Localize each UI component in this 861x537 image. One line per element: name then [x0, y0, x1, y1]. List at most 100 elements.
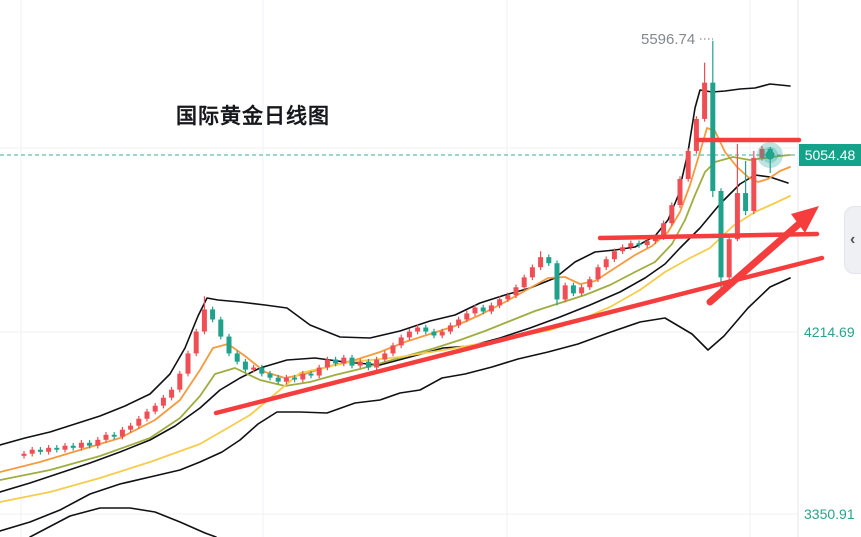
candle-body [259, 367, 265, 374]
candle-body [21, 453, 27, 456]
candle-body [111, 434, 117, 437]
overlay-ma-fast-orange [0, 127, 791, 473]
candle-body [46, 447, 52, 452]
candle-body [480, 307, 486, 312]
candle-body [374, 359, 380, 368]
breakout-arrow-head [791, 206, 819, 233]
current-price-dot [765, 150, 775, 160]
candle-body [382, 353, 388, 360]
candle-body [390, 345, 396, 354]
candle-body [431, 331, 437, 336]
candle-body [185, 353, 191, 374]
chart-title: 国际黄金日线图 [176, 105, 330, 128]
candle-body [218, 319, 224, 337]
candle-body [759, 148, 765, 158]
candle-body [415, 327, 421, 332]
overlay-bollinger-lower [0, 277, 791, 532]
candle-body [472, 307, 478, 314]
candle-body [521, 277, 527, 288]
candle-body [595, 267, 601, 280]
candle-body [128, 425, 134, 430]
candle-body [95, 439, 101, 446]
collapse-panel-tab[interactable]: ‹ [844, 206, 861, 274]
candle-body [226, 336, 232, 354]
resistance-mid-line [597, 231, 820, 241]
candle-body [308, 373, 314, 376]
overlay-ma-mid-olive [0, 154, 791, 481]
candle-body [169, 389, 175, 398]
candle-body [710, 82, 716, 191]
candle-body [702, 82, 708, 119]
overlay-envelope-lowest [29, 507, 217, 537]
candle-body [119, 429, 125, 437]
candle-body [579, 287, 585, 294]
candle-body [144, 411, 150, 419]
breakout-arrow-shaft [706, 219, 804, 306]
candle-body [87, 442, 93, 446]
candle-body [201, 309, 207, 332]
candle-body [333, 359, 339, 364]
candle-body [78, 442, 84, 448]
candle-body [669, 205, 675, 224]
candle-body [160, 397, 166, 406]
candle-body [488, 305, 494, 312]
candle-body [357, 361, 363, 366]
candle-body [447, 325, 453, 332]
candle-body [505, 295, 511, 300]
candle-body [513, 287, 519, 296]
candle-body [677, 178, 683, 206]
session-high-label: 5596.74 [641, 31, 696, 48]
overlay-bollinger-upper [0, 83, 791, 446]
candle-body [406, 331, 412, 338]
candle-body [693, 118, 699, 151]
trendline [213, 255, 825, 416]
candle-body [70, 445, 76, 448]
candle-body [685, 150, 691, 179]
candle-body [661, 223, 667, 238]
candle-body [103, 434, 109, 440]
candle-body [529, 267, 535, 278]
candle-body [456, 319, 462, 326]
candle-body [193, 331, 199, 354]
candle-body [570, 285, 576, 294]
candle-body [251, 367, 257, 370]
candle-body [136, 418, 142, 426]
candle-body [464, 313, 470, 320]
candle-body [587, 279, 593, 288]
candle-body [365, 361, 371, 368]
candle-body [628, 243, 634, 248]
candle-body [743, 193, 749, 211]
candle-body [300, 373, 306, 380]
candle-body [62, 445, 68, 450]
candle-body [734, 193, 740, 240]
candle-body [554, 263, 560, 300]
chevron-left-icon[interactable]: ‹ [850, 231, 856, 248]
candle-body [751, 157, 757, 211]
candle-body [562, 285, 568, 300]
candle-body [349, 357, 355, 366]
y-axis-label-4214: 4214.69 [804, 324, 855, 340]
candle-body [292, 377, 298, 380]
candle-body [439, 331, 445, 336]
candle-body [726, 239, 732, 278]
current-price-tag: 5054.48 [799, 144, 861, 167]
candle-body [152, 405, 158, 412]
candle-body [177, 373, 183, 390]
candle-body [546, 257, 552, 264]
candle-body [283, 377, 289, 382]
candle-body [275, 377, 281, 382]
candle-body [538, 257, 544, 268]
candle-body [234, 353, 240, 362]
candle-body [37, 449, 43, 452]
candle-body [210, 309, 216, 320]
candle-body [611, 251, 617, 260]
y-axis-label-3350: 3350.91 [804, 506, 855, 522]
candle-body [29, 449, 35, 454]
candle-body [242, 361, 248, 370]
candle-body [54, 447, 60, 450]
candle-body [620, 247, 626, 252]
candle-body [644, 241, 650, 246]
candle-body [316, 367, 322, 376]
